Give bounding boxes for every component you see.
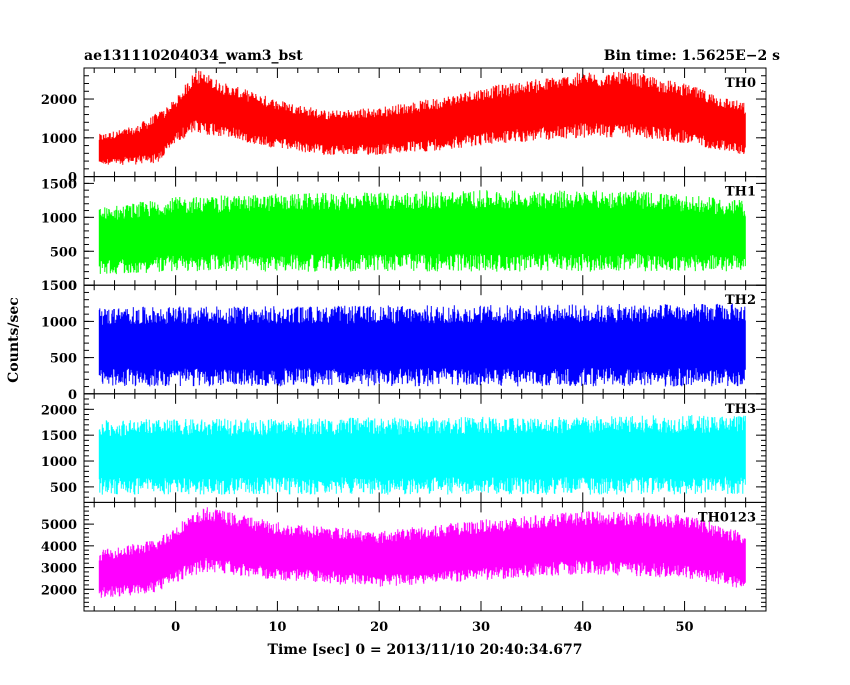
y-tick-label: 2000 xyxy=(41,583,77,598)
y-axis-label: Counts/sec xyxy=(6,297,22,383)
y-tick-label: 5000 xyxy=(41,518,77,533)
chart-title-left: ae131110204034_wam3_bst xyxy=(84,48,303,64)
panel-th0123: 2000 3000 4000 5000 TH0123 xyxy=(41,501,767,612)
y-tick-label: 0 xyxy=(68,171,77,186)
panel-th2: 0 500 1000 1500 TH2 xyxy=(41,279,767,403)
series-label-th1: TH1 xyxy=(725,185,756,200)
x-tick-label: 30 xyxy=(472,620,490,635)
x-tick-label: 40 xyxy=(574,620,592,635)
series-th0123-line xyxy=(98,507,746,598)
y-tick-label: 500 xyxy=(50,481,77,496)
y-tick-label: 0 xyxy=(68,279,77,294)
x-tick-label: 10 xyxy=(268,620,286,635)
x-axis-label: Time [sec] 0 = 2013/11/10 20:40:34.677 xyxy=(268,642,583,658)
y-tick-label: 3000 xyxy=(41,562,77,577)
series-label-th2: TH2 xyxy=(725,293,756,308)
y-tick-label: 1000 xyxy=(41,455,77,470)
series-th0-line xyxy=(98,70,746,165)
y-tick-label: 0 xyxy=(68,388,77,403)
panel-th0: 0 1000 2000 TH0 xyxy=(41,67,767,186)
series-th2-line xyxy=(98,303,746,387)
series-th1-line xyxy=(98,190,746,275)
x-tick-label: 0 xyxy=(171,620,180,635)
y-tick-label: 1500 xyxy=(41,177,77,192)
series-th3-line xyxy=(98,415,746,495)
series-label-th0123: TH0123 xyxy=(698,510,756,525)
y-tick-label: 1000 xyxy=(41,211,77,226)
y-tick-label: 2000 xyxy=(41,93,77,108)
y-tick-label: 500 xyxy=(50,352,77,367)
y-tick-label: 2000 xyxy=(41,403,77,418)
panel-frame xyxy=(83,501,767,612)
series-label-th0: TH0 xyxy=(725,76,756,91)
x-tick-label: 20 xyxy=(370,620,388,635)
y-tick-label: 1000 xyxy=(41,315,77,330)
y-tick-label: 1000 xyxy=(41,132,77,147)
y-tick-label: 4000 xyxy=(41,540,77,555)
y-tick-label: 1500 xyxy=(41,279,77,294)
panel-th1: 0 500 1000 1500 TH1 xyxy=(41,176,767,294)
y-tick-label: 1500 xyxy=(41,429,77,444)
x-tick-label: 50 xyxy=(676,620,694,635)
chart-title-right: Bin time: 1.5625E−2 s xyxy=(604,48,780,64)
panel-th3: 500 1000 1500 2000 TH3 xyxy=(41,393,767,503)
y-tick-label: 500 xyxy=(50,245,77,260)
series-label-th3: TH3 xyxy=(725,402,756,417)
